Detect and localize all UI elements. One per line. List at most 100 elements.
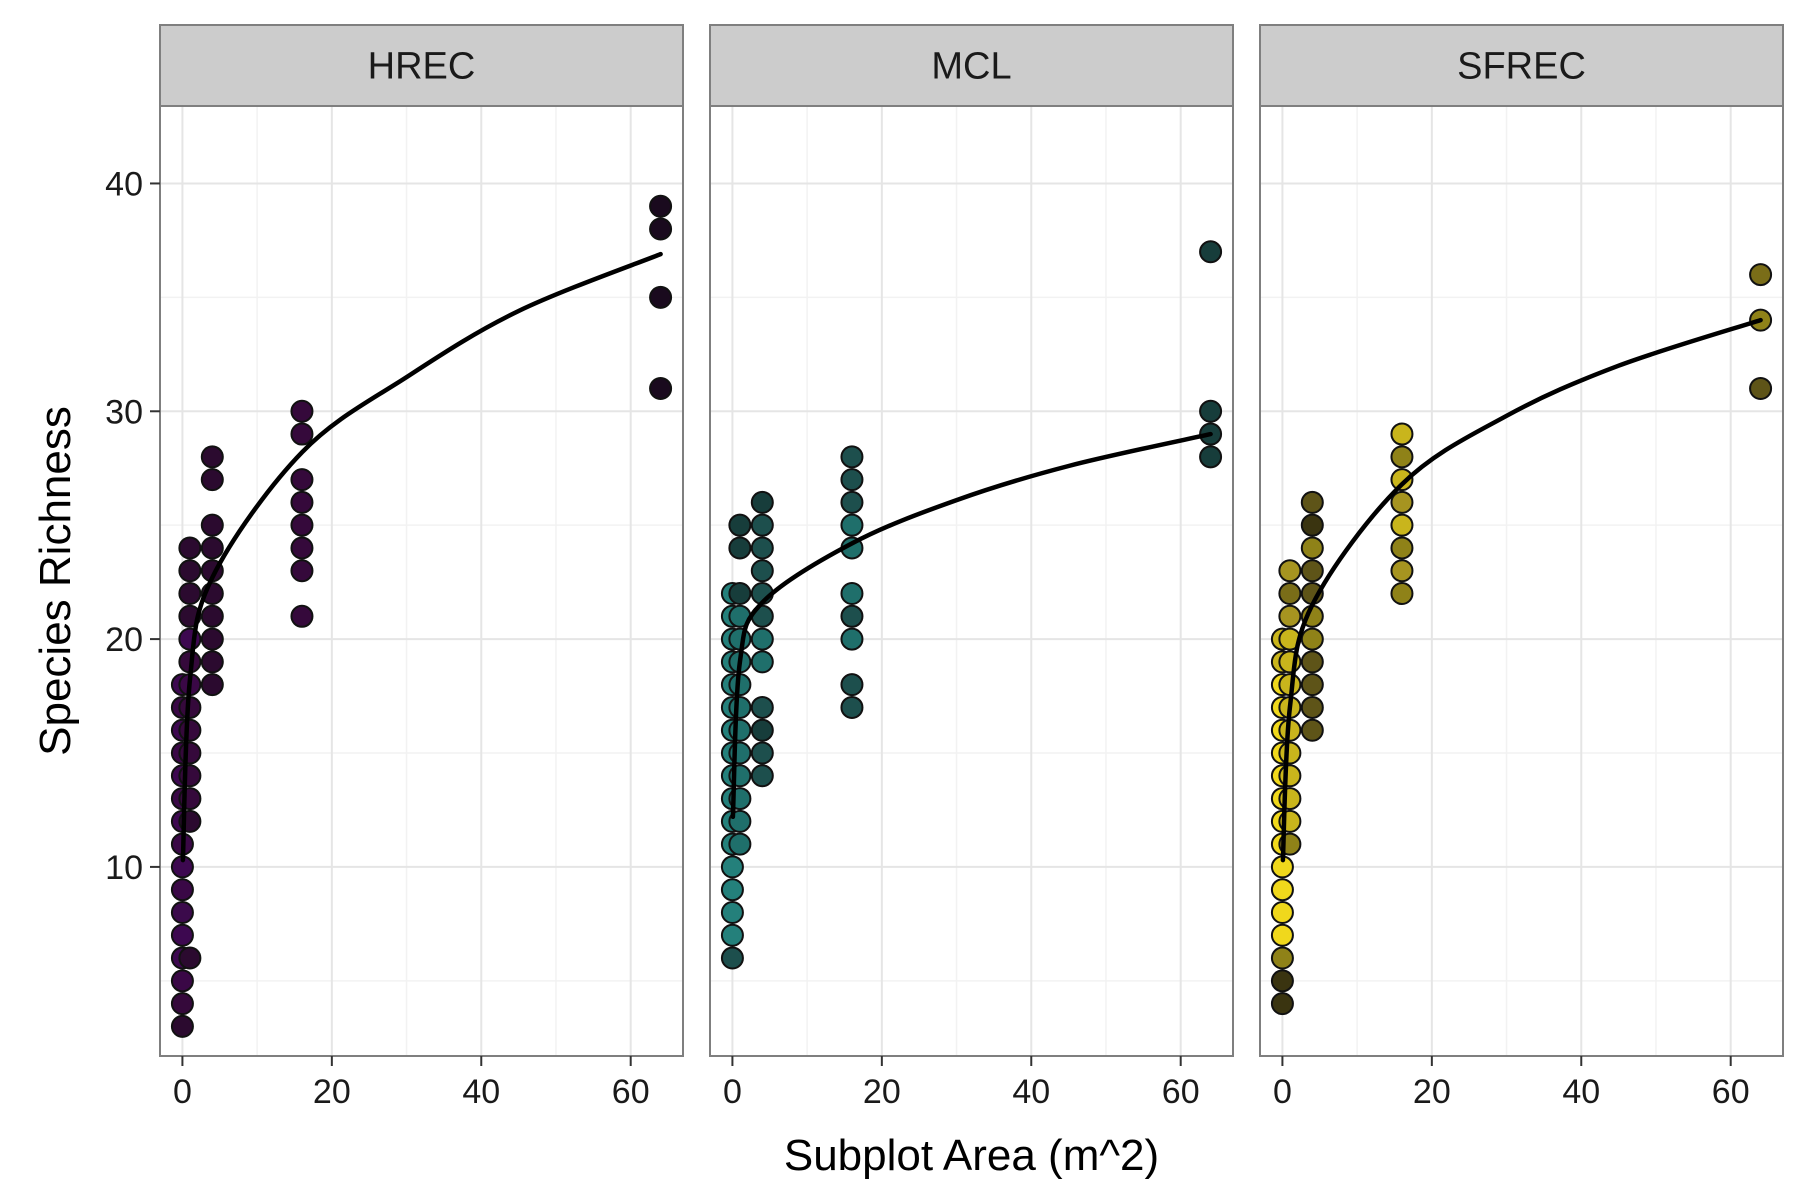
panel-mcl: MCL 0 20 40 60	[709, 24, 1234, 1111]
data-point	[1270, 878, 1294, 902]
data-point	[1270, 946, 1294, 970]
panel-border	[709, 105, 1234, 1057]
data-point	[170, 992, 194, 1016]
data-point	[170, 969, 194, 993]
plot-background	[160, 106, 683, 1056]
data-point	[290, 468, 314, 492]
data-point	[728, 832, 752, 856]
data-point	[200, 673, 224, 697]
data-point	[840, 695, 864, 719]
facet-strip	[709, 24, 1234, 107]
data-point	[1390, 559, 1414, 583]
data-point	[728, 582, 752, 606]
data-point	[170, 1014, 194, 1038]
y-axis-title: Species Richness	[31, 406, 80, 756]
data-point	[1270, 923, 1294, 947]
panel-sfrec: SFREC 0 20 40 60	[1259, 24, 1784, 1111]
data-point	[1390, 468, 1414, 492]
data-point	[1278, 582, 1302, 606]
x-tick-label: 40	[462, 1073, 500, 1111]
data-point	[290, 422, 314, 446]
fit-curve	[180, 251, 663, 863]
data-point	[178, 582, 202, 606]
data-point	[649, 194, 673, 218]
x-tick-label: 20	[313, 1073, 351, 1111]
data-point	[1300, 536, 1324, 560]
data-point	[750, 536, 774, 560]
x-tick-label: 0	[1273, 1073, 1292, 1111]
plot-background	[710, 106, 1233, 1056]
facet-label: SFREC	[1457, 46, 1586, 88]
data-point	[1300, 513, 1324, 537]
data-point	[178, 946, 202, 970]
data-point	[840, 582, 864, 606]
data-point	[1749, 263, 1773, 287]
data-point	[1270, 992, 1294, 1016]
data-point	[200, 513, 224, 537]
data-point	[178, 718, 202, 742]
panel-border	[159, 105, 684, 1057]
data-point	[178, 764, 202, 788]
data-point	[178, 559, 202, 583]
data-point	[840, 627, 864, 651]
data-point	[720, 855, 744, 879]
data-point	[290, 559, 314, 583]
data-point	[1390, 536, 1414, 560]
data-point	[1390, 445, 1414, 469]
data-point	[1390, 513, 1414, 537]
data-point	[1749, 376, 1773, 400]
data-point	[840, 445, 864, 469]
data-point	[1278, 764, 1302, 788]
data-point	[1300, 695, 1324, 719]
data-point	[728, 513, 752, 537]
data-point	[1278, 559, 1302, 583]
data-point	[200, 650, 224, 674]
data-point	[1199, 399, 1223, 423]
data-point	[1199, 240, 1223, 264]
data-point	[728, 718, 752, 742]
data-point	[720, 923, 744, 947]
x-tick-label: 0	[723, 1073, 742, 1111]
data-point	[840, 673, 864, 697]
data-point	[200, 627, 224, 651]
x-tick-label: 40	[1012, 1073, 1050, 1111]
data-point	[1199, 445, 1223, 469]
data-point	[178, 536, 202, 560]
data-point	[1300, 718, 1324, 742]
x-axis-title: Subplot Area (m^2)	[784, 1131, 1159, 1180]
data-point	[840, 490, 864, 514]
panel-border	[1259, 105, 1784, 1057]
data-point	[290, 490, 314, 514]
plot-background	[1260, 106, 1783, 1056]
data-point	[840, 513, 864, 537]
x-tick-label: 20	[863, 1073, 901, 1111]
data-point	[200, 604, 224, 628]
data-point	[720, 900, 744, 924]
data-point	[1300, 673, 1324, 697]
data-point	[750, 764, 774, 788]
data-point	[178, 741, 202, 765]
x-tick-label: 60	[612, 1073, 650, 1111]
x-tick-label: 60	[1162, 1073, 1200, 1111]
data-point	[750, 695, 774, 719]
data-point	[1390, 490, 1414, 514]
data-point	[1270, 900, 1294, 924]
data-point	[1278, 741, 1302, 765]
x-tick-label: 60	[1712, 1073, 1750, 1111]
data-point	[750, 718, 774, 742]
data-point	[200, 536, 224, 560]
fit-curve	[730, 431, 1213, 820]
y-tick-label: 40	[105, 165, 143, 203]
y-tick-label: 20	[105, 621, 143, 659]
data-point	[1300, 627, 1324, 651]
x-tick-label: 0	[173, 1073, 192, 1111]
data-point	[649, 376, 673, 400]
facet-strip	[159, 24, 684, 107]
data-point	[750, 741, 774, 765]
fit-curve	[1280, 317, 1763, 863]
data-point	[649, 217, 673, 241]
y-axis: 10 20 30 40	[105, 165, 160, 887]
data-point	[200, 445, 224, 469]
y-tick-label: 30	[105, 393, 143, 431]
